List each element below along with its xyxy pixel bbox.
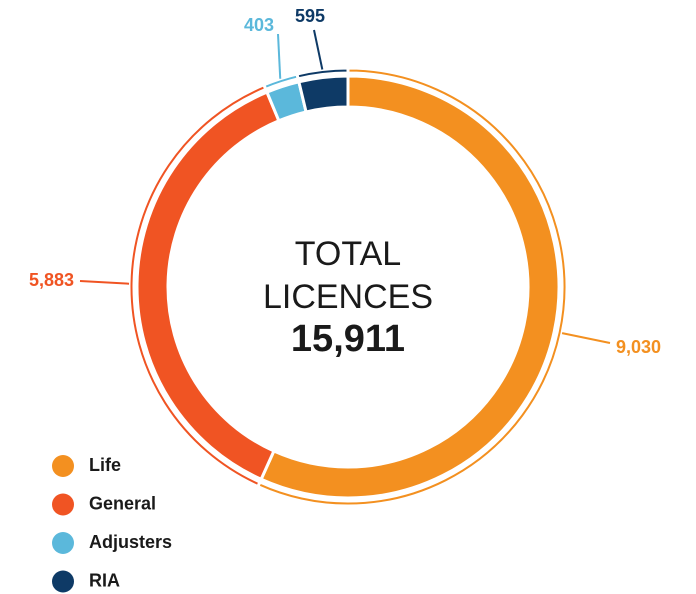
legend-label: General bbox=[89, 493, 156, 513]
slice bbox=[297, 74, 350, 114]
legend-swatch bbox=[52, 493, 74, 516]
legend-label: RIA bbox=[89, 570, 120, 590]
leader-line bbox=[561, 332, 611, 344]
slice bbox=[259, 74, 561, 500]
center-total: 15,911 bbox=[291, 318, 405, 360]
center-title: TOTAL bbox=[295, 235, 401, 273]
legend-label: Life bbox=[89, 455, 121, 475]
legend-swatch bbox=[52, 532, 74, 554]
center-title: LICENCES bbox=[263, 278, 433, 316]
legend-label: Adjusters bbox=[89, 532, 172, 552]
slice-rim bbox=[295, 66, 350, 81]
value-label: 595 bbox=[295, 6, 325, 26]
leader-line bbox=[313, 29, 324, 70]
legend-swatch bbox=[52, 570, 74, 593]
value-label: 9,030 bbox=[616, 337, 661, 357]
leader-line bbox=[79, 280, 130, 285]
value-label: 403 bbox=[244, 15, 274, 35]
legend-swatch bbox=[52, 455, 74, 477]
leader-line bbox=[277, 33, 282, 79]
value-label: 5,883 bbox=[29, 270, 74, 290]
slice bbox=[135, 90, 281, 482]
